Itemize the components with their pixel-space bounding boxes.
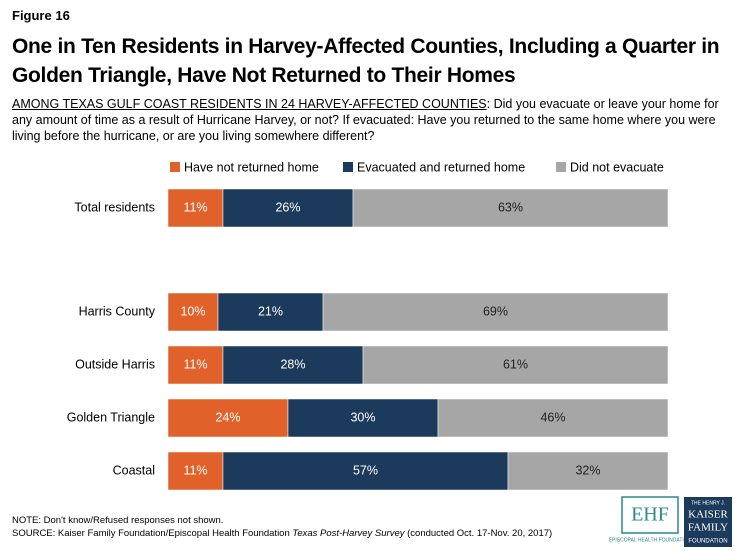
value-label: 10%	[180, 304, 205, 318]
value-label: 61%	[503, 357, 528, 371]
ehf-mark: EHF	[631, 504, 669, 526]
value-label: 26%	[275, 200, 300, 214]
subtitle-lead: AMONG TEXAS GULF COAST RESIDENTS IN 24 H…	[12, 97, 487, 111]
legend-label: Did not evacuate	[570, 160, 664, 174]
source: SOURCE: Kaiser Family Foundation/Episcop…	[12, 527, 552, 540]
subtitle-text: : Did you evacuate or leave your home fo…	[12, 97, 719, 143]
kff-logo-box	[684, 497, 732, 547]
ehf-logo-box	[621, 496, 679, 534]
subtitle: AMONG TEXAS GULF COAST RESIDENTS IN 24 H…	[12, 96, 727, 144]
bar-segment	[287, 398, 439, 438]
bar-segment	[507, 451, 669, 491]
legend-label: Have not returned home	[184, 160, 319, 174]
note: NOTE: Don't know/Refused responses not s…	[12, 515, 224, 526]
value-label: 46%	[540, 410, 565, 424]
value-label: 32%	[575, 463, 600, 477]
bar-segment	[167, 398, 289, 438]
bar-segment	[352, 188, 669, 228]
footer: NOTE: Don't know/Refused responses not s…	[12, 514, 552, 540]
category-label: Coastal	[113, 463, 155, 477]
bar-segment	[217, 292, 324, 332]
kff-line: KAISER	[688, 509, 728, 521]
value-label: 30%	[350, 410, 375, 424]
bar-segment	[322, 292, 669, 332]
bar-segment	[167, 188, 224, 228]
category-label: Golden Triangle	[67, 410, 155, 424]
value-label: 63%	[498, 200, 523, 214]
bar-segment	[437, 398, 669, 438]
bar-segment	[167, 451, 224, 491]
chart-title: One in Ten Residents in Harvey-Affected …	[12, 35, 720, 87]
value-label: 21%	[258, 304, 283, 318]
source-text: (conducted Oct. 17-Nov. 20, 2017)	[404, 528, 553, 539]
value-label: 69%	[483, 304, 508, 318]
value-label: 24%	[215, 410, 240, 424]
source-text: SOURCE: Kaiser Family Foundation/Episcop…	[12, 528, 293, 539]
value-label: 28%	[280, 357, 305, 371]
bar-segment	[222, 188, 354, 228]
legend-swatch	[170, 162, 180, 172]
category-label: Harris County	[79, 304, 156, 318]
bar-segment	[222, 451, 509, 491]
value-label: 11%	[183, 357, 207, 371]
value-label: 11%	[183, 200, 207, 214]
legend-swatch	[556, 162, 566, 172]
source-survey: Texas Post-Harvey Survey	[292, 528, 405, 539]
figure-label: Figure 16	[12, 8, 70, 23]
bar-segment	[167, 345, 224, 385]
category-label: Total residents	[74, 200, 155, 214]
bar-segment	[222, 345, 364, 385]
kff-line: FOUNDATION	[688, 539, 727, 545]
value-label: 11%	[183, 463, 207, 477]
legend-swatch	[343, 162, 353, 172]
value-label: 57%	[353, 463, 378, 477]
legend-label: Evacuated and returned home	[357, 160, 525, 174]
kff-line: FAMILY	[688, 522, 728, 534]
bar-segment	[167, 292, 219, 332]
category-label: Outside Harris	[75, 357, 155, 371]
ehf-name: EPISCOPAL HEALTH FOUNDATION	[609, 537, 692, 543]
bar-segment	[362, 345, 669, 385]
kff-line: THE HENRY J.	[691, 500, 725, 506]
